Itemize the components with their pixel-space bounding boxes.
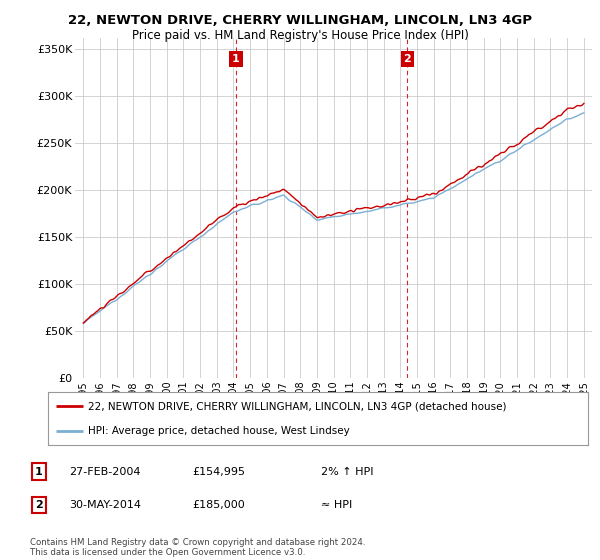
Text: Price paid vs. HM Land Registry's House Price Index (HPI): Price paid vs. HM Land Registry's House …	[131, 29, 469, 42]
Text: 1: 1	[232, 54, 240, 64]
Text: Contains HM Land Registry data © Crown copyright and database right 2024.
This d: Contains HM Land Registry data © Crown c…	[30, 538, 365, 557]
Text: 2: 2	[35, 500, 43, 510]
Text: ≈ HPI: ≈ HPI	[321, 500, 352, 510]
Text: £185,000: £185,000	[192, 500, 245, 510]
Text: 27-FEB-2004: 27-FEB-2004	[69, 466, 140, 477]
Text: HPI: Average price, detached house, West Lindsey: HPI: Average price, detached house, West…	[89, 426, 350, 436]
Text: 22, NEWTON DRIVE, CHERRY WILLINGHAM, LINCOLN, LN3 4GP: 22, NEWTON DRIVE, CHERRY WILLINGHAM, LIN…	[68, 14, 532, 27]
Text: £154,995: £154,995	[192, 466, 245, 477]
Text: 2: 2	[403, 54, 411, 64]
Text: 30-MAY-2014: 30-MAY-2014	[69, 500, 141, 510]
Text: 22, NEWTON DRIVE, CHERRY WILLINGHAM, LINCOLN, LN3 4GP (detached house): 22, NEWTON DRIVE, CHERRY WILLINGHAM, LIN…	[89, 402, 507, 412]
Text: 1: 1	[35, 466, 43, 477]
Text: 2% ↑ HPI: 2% ↑ HPI	[321, 466, 373, 477]
